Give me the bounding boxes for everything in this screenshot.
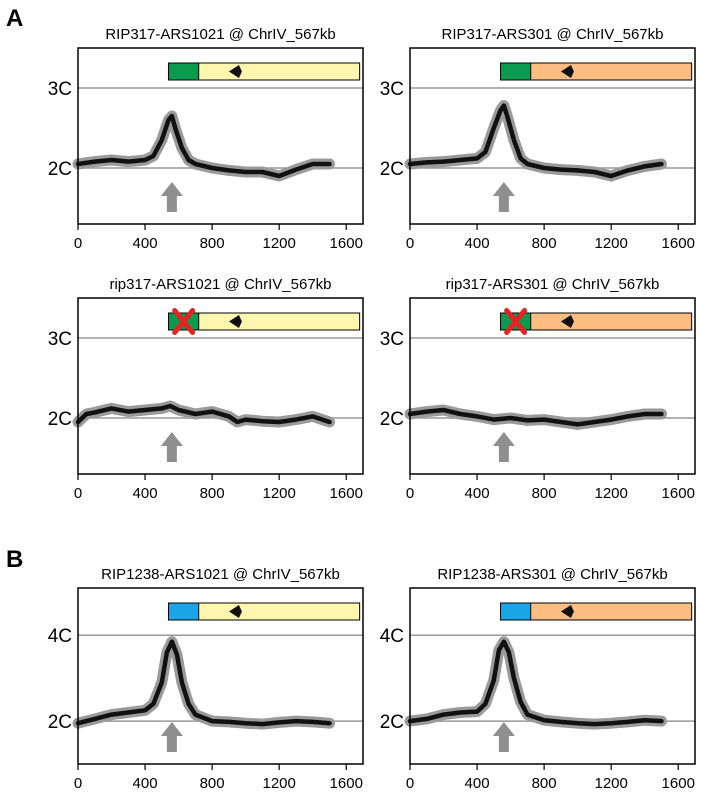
series-line (75, 639, 332, 727)
origin-arrow (492, 432, 515, 462)
chart-title: rip317-ARS1021 @ ChrIV_567kb (109, 276, 331, 293)
x-tick-label: 1200 (594, 775, 627, 792)
series-line (407, 103, 664, 179)
series-line (407, 639, 664, 727)
y-tick-label: 3C (380, 329, 404, 350)
y-tick-label: 3C (48, 79, 72, 100)
x-tick-label: 400 (465, 485, 490, 502)
series-line (75, 403, 332, 425)
x-tick-label: 1600 (662, 235, 695, 252)
deletion-mark (172, 308, 196, 335)
y-tick-label: 4C (48, 626, 72, 647)
x-tick-label: 800 (532, 235, 557, 252)
x-tick-label: 1600 (662, 775, 695, 792)
chart-title: RIP317-ARS1021 @ ChrIV_567kb (105, 26, 335, 43)
x-tick-label: 400 (465, 235, 490, 252)
x-tick-label: 1200 (262, 235, 295, 252)
chart-panels: RIP317-ARS1021 @ ChrIV_567kb 2C 3C 0 400 800 1… (48, 26, 696, 792)
x-tick-label: 800 (200, 775, 225, 792)
x-tick-label: 1600 (330, 485, 363, 502)
y-tick-label: 4C (380, 626, 404, 647)
deletion-mark (504, 308, 528, 335)
x-tick-label: 1200 (594, 485, 627, 502)
section-label-a: A (6, 5, 23, 32)
y-tick-label: 2C (380, 712, 404, 733)
construct-arrowhead (228, 315, 242, 328)
origin-arrow (160, 432, 183, 462)
origin-arrow (492, 722, 515, 752)
x-tick-label: 800 (532, 485, 557, 502)
plot-frame (77, 587, 364, 765)
construct-block (500, 602, 532, 621)
series-spread (72, 636, 335, 730)
x-tick-label: 0 (406, 235, 414, 252)
chart-panel-1: RIP317-ARS1021 @ ChrIV_567kb 2C 3C 0 400 800 1… (48, 26, 364, 252)
x-tick-label: 0 (74, 775, 82, 792)
x-tick-label: 0 (406, 775, 414, 792)
series-spread (404, 636, 667, 730)
construct-arrowhead (228, 65, 242, 78)
construct-arrowhead (560, 65, 574, 78)
construct-block (500, 62, 532, 81)
origin-arrow (492, 182, 515, 212)
construct-arrowhead (560, 315, 574, 328)
x-tick-label: 0 (74, 235, 82, 252)
x-tick-label: 1200 (262, 485, 295, 502)
x-tick-label: 400 (133, 235, 158, 252)
y-tick-label: 2C (48, 409, 72, 430)
x-tick-label: 800 (200, 235, 225, 252)
chart-panel-6: RIP1238-ARS301 @ ChrIV_567kb 2C 4C 0 400 800 1… (380, 566, 696, 792)
section-label-b: B (6, 546, 23, 573)
chart-title: RIP1238-ARS301 @ ChrIV_567kb (437, 566, 667, 583)
x-tick-label: 800 (200, 485, 225, 502)
origin-arrow (160, 722, 183, 752)
y-tick-label: 2C (48, 159, 72, 180)
plot-frame (409, 587, 696, 765)
origin-arrow (160, 182, 183, 212)
plot-frame (409, 297, 696, 475)
y-tick-label: 2C (380, 159, 404, 180)
chart-panel-2: RIP317-ARS301 @ ChrIV_567kb 2C 3C 0 400 800 12… (380, 26, 696, 252)
x-tick-label: 400 (133, 485, 158, 502)
x-tick-label: 400 (133, 775, 158, 792)
chart-panel-3: rip317-ARS1021 @ ChrIV_567kb 2C 3C 0 400 800 1… (48, 276, 364, 502)
chart-title: rip317-ARS301 @ ChrIV_567kb (446, 276, 660, 293)
x-tick-label: 0 (406, 485, 414, 502)
x-tick-label: 1600 (662, 485, 695, 502)
chart-panel-4: rip317-ARS301 @ ChrIV_567kb 2C 3C 0 400 800 12… (380, 276, 696, 502)
x-tick-label: 800 (532, 775, 557, 792)
y-tick-label: 2C (48, 712, 72, 733)
series-line (407, 407, 664, 427)
y-tick-label: 2C (380, 409, 404, 430)
x-tick-label: 1200 (262, 775, 295, 792)
x-tick-label: 1600 (330, 235, 363, 252)
x-tick-label: 1600 (330, 775, 363, 792)
series-line (75, 113, 332, 179)
plot-frame (77, 47, 364, 225)
chart-title: RIP317-ARS301 @ ChrIV_567kb (441, 26, 663, 43)
chart-title: RIP1238-ARS1021 @ ChrIV_567kb (101, 566, 340, 583)
x-tick-label: 0 (74, 485, 82, 502)
construct-arrowhead (228, 605, 242, 618)
x-tick-label: 1200 (594, 235, 627, 252)
plot-frame (409, 47, 696, 225)
construct-arrowhead (560, 605, 574, 618)
x-tick-label: 400 (465, 775, 490, 792)
construct-block (168, 602, 200, 621)
y-tick-label: 3C (380, 79, 404, 100)
construct-block (168, 62, 200, 81)
y-tick-label: 3C (48, 329, 72, 350)
chart-panel-5: RIP1238-ARS1021 @ ChrIV_567kb 2C 4C 0 400 800… (48, 566, 364, 792)
plot-frame (77, 297, 364, 475)
